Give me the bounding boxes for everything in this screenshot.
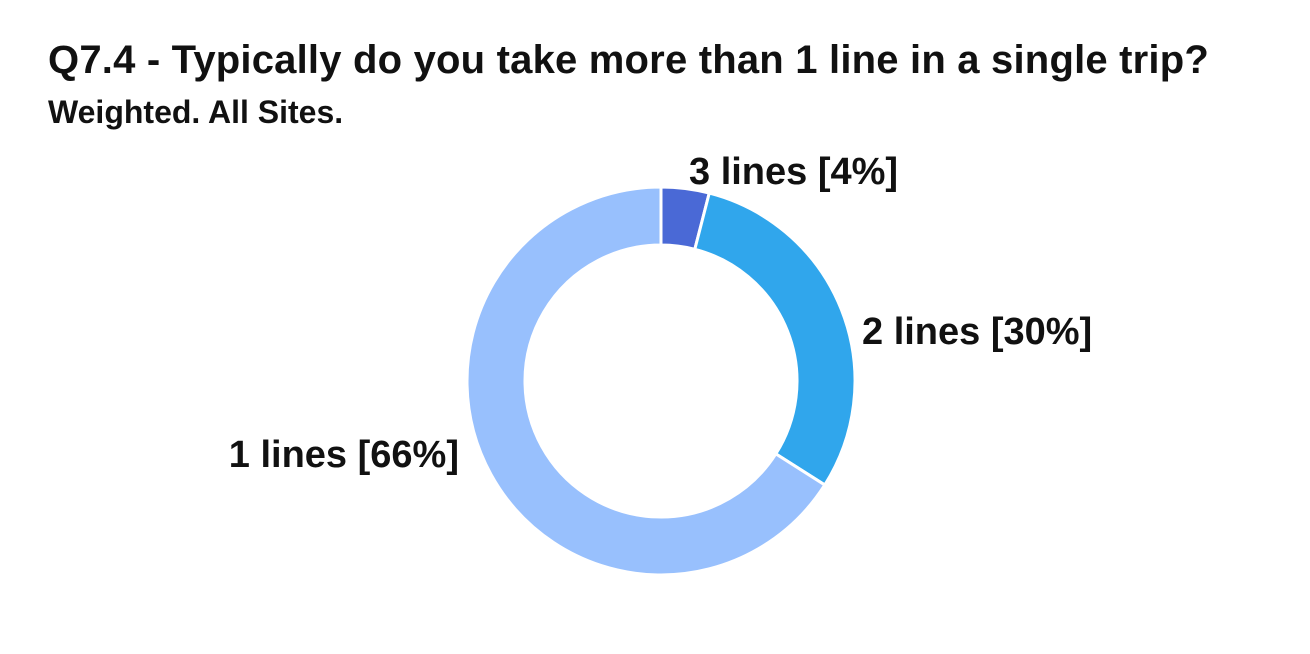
donut-slice-2-lines (692, 191, 857, 488)
slice-label-2-lines: 2 lines [30%] (862, 311, 1092, 353)
slice-label-1-lines: 1 lines [66%] (229, 434, 459, 476)
donut-slices (465, 185, 857, 577)
chart-subtitle: Weighted. All Sites. (48, 94, 344, 130)
donut-labels: 3 lines [4%] 2 lines [30%] 1 lines [66%] (229, 151, 1092, 476)
donut-slice-1-lines (465, 185, 827, 577)
slice-label-3-lines: 3 lines [4%] (689, 151, 898, 193)
chart-title: Q7.4 - Typically do you take more than 1… (48, 38, 1210, 82)
